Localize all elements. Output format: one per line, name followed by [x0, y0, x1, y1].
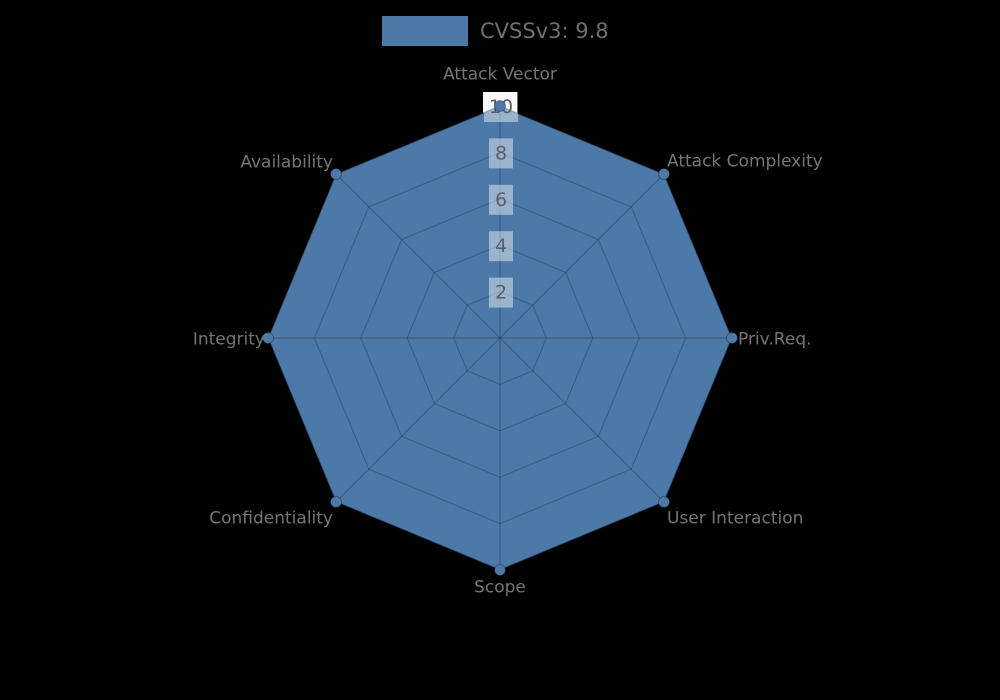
axis-label-priv-req: Priv.Req.: [738, 329, 812, 350]
axis-label-scope: Scope: [474, 577, 526, 598]
data-point: [330, 168, 342, 180]
data-point: [262, 332, 274, 344]
legend: CVSSv3: 9.8: [382, 16, 609, 46]
axis-label-user-interaction: User Interaction: [667, 508, 804, 529]
tick-label: 8: [495, 142, 507, 164]
radar-grid: [267, 105, 733, 571]
tick-label: 2: [495, 282, 507, 304]
data-point: [494, 564, 506, 576]
data-point: [658, 168, 670, 180]
data-point: [658, 496, 670, 508]
axis-label-attack-complexity: Attack Complexity: [667, 151, 823, 172]
axis-label-attack-vector: Attack Vector: [443, 64, 557, 85]
data-point: [330, 496, 342, 508]
axis-label-integrity: Integrity: [192, 329, 265, 350]
legend-swatch: [382, 16, 468, 46]
tick-box: [489, 184, 513, 215]
tick-box: [489, 277, 513, 308]
data-point: [494, 100, 506, 112]
data-point-markers: [262, 100, 738, 576]
axis-label-availability: Availability: [240, 152, 333, 173]
legend-label: CVSSv3: 9.8: [480, 19, 609, 43]
radar-fill-polygon: [268, 106, 732, 570]
tick-box: [489, 138, 513, 169]
tick-label: 4: [495, 235, 507, 257]
tick-box: [489, 231, 513, 262]
axis-label-confidentiality: Confidentiality: [209, 508, 333, 529]
tick-label: 6: [495, 189, 507, 211]
data-point: [726, 332, 738, 344]
